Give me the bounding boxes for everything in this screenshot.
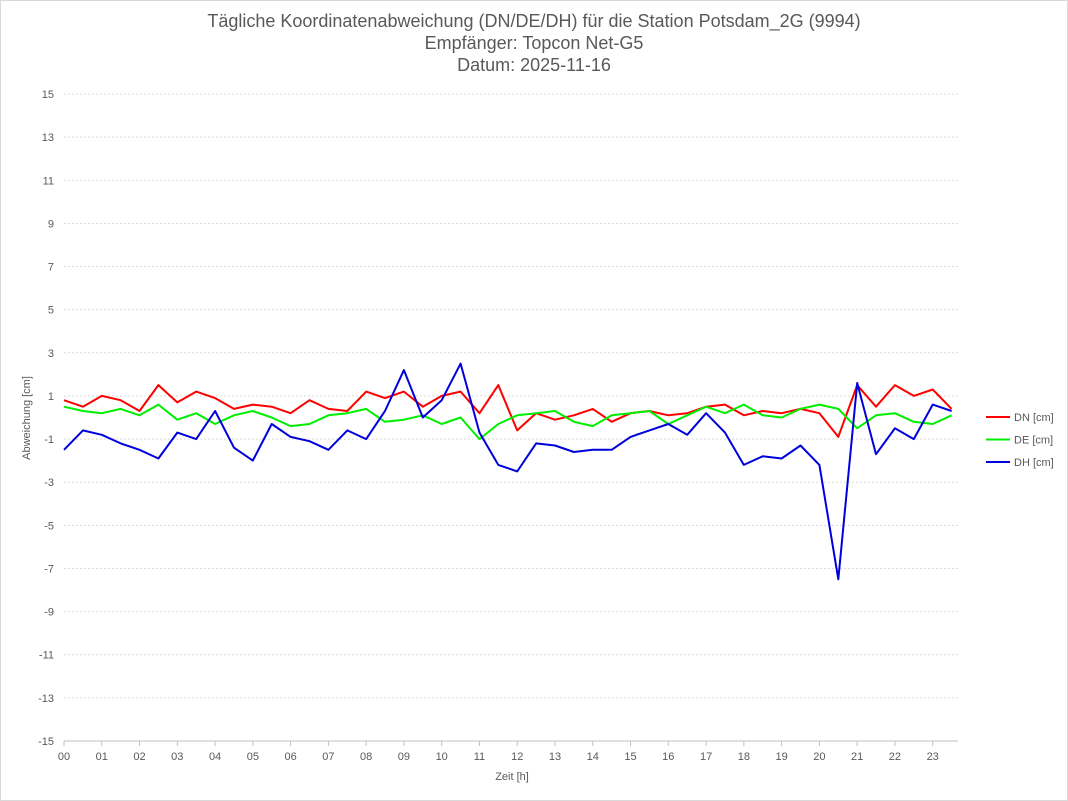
x-tick-label: 17 [700,751,712,763]
x-tick-label: 18 [738,751,750,763]
y-tick-label: -5 [44,520,54,532]
x-tick-label: 22 [889,751,901,763]
series-line-de [63,403,953,441]
x-tick-label: 00 [58,751,70,763]
x-tick-label: 01 [96,751,108,763]
y-tick-label: -11 [39,650,54,662]
x-tick-label: 14 [587,751,599,763]
x-tick-label: 03 [171,751,183,763]
x-tick-label: 11 [474,751,485,763]
y-tick-label: 11 [43,175,54,187]
y-tick-label: 3 [48,348,54,360]
y-axis-title: Abweichung [cm] [21,376,33,460]
grid [64,93,958,742]
y-tick-label: -15 [38,736,54,748]
x-tick-label: 07 [322,751,334,763]
x-tick-label: 15 [624,751,636,763]
x-tick-label: 02 [133,751,145,763]
chart-subtitle: Empfänger: Topcon Net-G5 [424,33,644,53]
x-tick-label: 05 [247,751,259,763]
y-tick-label: 7 [48,262,54,274]
series-line-dn [63,384,953,438]
y-tick-label: 13 [42,132,54,144]
chart-title: Tägliche Koordinatenabweichung (DN/DE/DH… [207,11,861,31]
x-tick-label: 12 [511,751,523,763]
y-tick-label: 5 [48,305,54,317]
x-axis-ticks: 00 01 02 03 04 05 06 07 08 09 10 11 12 13 14 15 16 17 18 19… [58,741,939,763]
legend-label-de: DE [cm] [1014,435,1053,447]
series-lines [63,362,953,581]
x-tick-label: 04 [209,751,221,763]
x-tick-label: 19 [775,751,787,763]
x-axis-title: Zeit [h] [495,771,529,783]
x-tick-label: 21 [851,751,863,763]
y-tick-label: 15 [42,89,54,101]
y-tick-label: -13 [38,693,54,705]
chart-title-block: Tägliche Koordinatenabweichung (DN/DE/DH… [0,10,1068,76]
x-tick-label: 16 [662,751,674,763]
legend-label-dh: DH [cm] [1014,457,1054,469]
y-tick-label: -1 [44,434,54,446]
y-tick-label: -7 [44,563,54,575]
legend-label-dn: DN [cm] [1014,412,1054,424]
x-tick-label: 09 [398,751,410,763]
x-tick-label: 10 [436,751,448,763]
chart-date: Datum: 2025-11-16 [457,55,611,75]
y-tick-label: -3 [44,477,54,489]
y-axis-ticks: 15 13 11 9 7 5 3 1 -1 -3 -5 -7 -9 -11 -13 -15 [38,89,54,748]
x-tick-label: 23 [927,751,939,763]
y-tick-label: 9 [48,218,54,230]
y-tick-label: -9 [44,607,54,619]
x-tick-label: 06 [284,751,296,763]
y-tick-label: 1 [48,391,54,403]
x-tick-label: 13 [549,751,561,763]
x-tick-label: 20 [813,751,825,763]
series-line-dh [63,362,952,581]
legend: DN [cm] DE [cm] DH [cm] [986,412,1054,469]
x-tick-label: 08 [360,751,372,763]
